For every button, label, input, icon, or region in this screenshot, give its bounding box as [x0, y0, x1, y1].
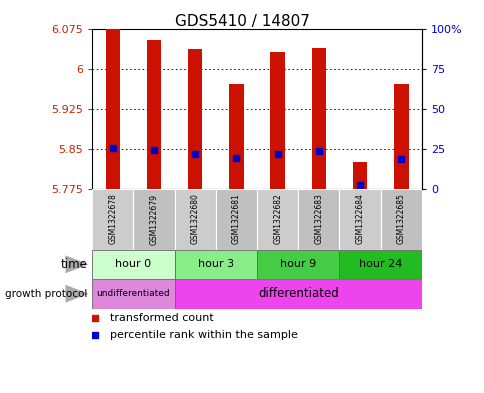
Text: GSM1322684: GSM1322684 — [355, 193, 364, 244]
Bar — [229, 84, 243, 189]
Polygon shape — [65, 285, 89, 303]
Bar — [133, 189, 174, 250]
Bar — [298, 189, 339, 250]
Bar — [257, 189, 298, 250]
Bar — [106, 29, 120, 189]
Text: GSM1322679: GSM1322679 — [149, 193, 158, 244]
Text: GSM1322683: GSM1322683 — [314, 193, 323, 244]
Bar — [339, 250, 421, 279]
Bar — [174, 189, 215, 250]
Bar — [393, 84, 408, 189]
Text: GSM1322681: GSM1322681 — [231, 193, 241, 244]
Text: GSM1322682: GSM1322682 — [272, 193, 282, 244]
Bar — [188, 49, 202, 189]
Text: GSM1322685: GSM1322685 — [396, 193, 405, 244]
Text: hour 0: hour 0 — [115, 259, 151, 269]
Text: growth protocol: growth protocol — [5, 289, 87, 299]
Bar — [352, 162, 366, 189]
Text: GDS5410 / 14807: GDS5410 / 14807 — [175, 14, 309, 29]
Bar — [174, 279, 421, 309]
Bar — [92, 279, 174, 309]
Bar — [339, 189, 380, 250]
Bar — [92, 250, 174, 279]
Text: hour 24: hour 24 — [358, 259, 402, 269]
Bar — [380, 189, 421, 250]
Text: percentile rank within the sample: percentile rank within the sample — [110, 330, 298, 340]
Bar — [257, 250, 339, 279]
Bar — [147, 40, 161, 189]
Text: undifferentiated: undifferentiated — [96, 289, 170, 298]
Bar — [311, 48, 325, 189]
Text: transformed count: transformed count — [110, 313, 213, 323]
Bar — [174, 250, 257, 279]
Text: hour 9: hour 9 — [280, 259, 316, 269]
Bar — [92, 189, 133, 250]
Text: time: time — [60, 258, 87, 271]
Text: differentiated: differentiated — [257, 287, 338, 300]
Bar — [215, 189, 257, 250]
Bar — [270, 52, 284, 189]
Text: GSM1322680: GSM1322680 — [190, 193, 199, 244]
Text: GSM1322678: GSM1322678 — [108, 193, 117, 244]
Polygon shape — [65, 255, 89, 273]
Text: hour 3: hour 3 — [197, 259, 233, 269]
